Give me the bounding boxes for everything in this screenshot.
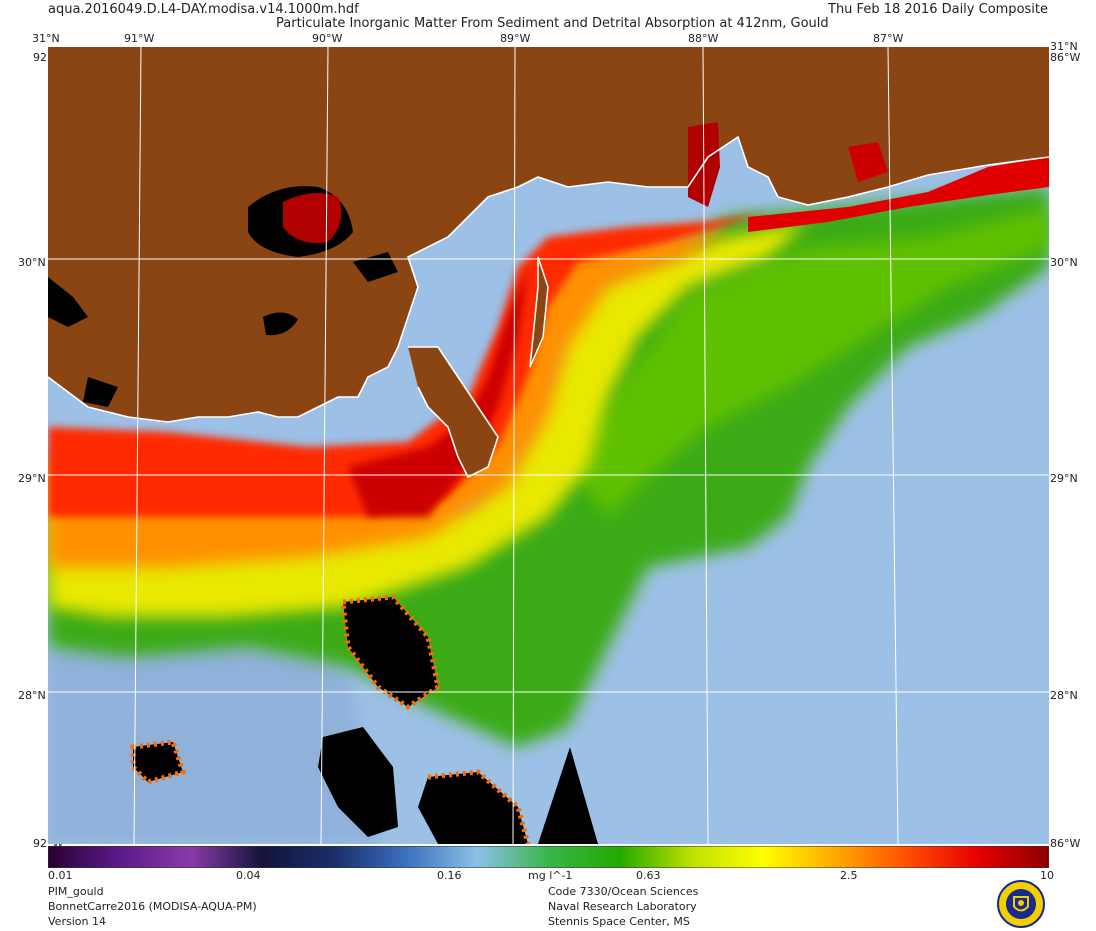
meridian-90w — [320, 47, 329, 844]
lon-label-90w: 90°W — [312, 32, 343, 45]
delta-coastline — [408, 346, 499, 479]
scale-tick-5: 10 — [1040, 869, 1054, 882]
meridian-87w — [887, 47, 899, 844]
lat-label-29n-right: 29°N — [1050, 472, 1078, 485]
lat-label-30n-left: 30°N — [18, 256, 46, 269]
coastal-red-band — [748, 157, 1049, 232]
chandeleur-islands — [529, 256, 549, 368]
nrl-seal-icon — [997, 880, 1045, 928]
vermilion-bay — [48, 277, 88, 327]
red-zone — [48, 212, 768, 517]
org-location: Stennis Space Center, MS — [548, 915, 690, 928]
version-label: Version 14 — [48, 915, 106, 928]
lat-label-28n-left: 28°N — [18, 689, 46, 702]
file-name: aqua.2016049.D.L4-DAY.modisa.v14.1000m.h… — [48, 2, 359, 17]
corner-label-86w-bottom: 86°W — [1050, 837, 1081, 850]
coastline — [48, 135, 1049, 423]
corner-label-86w-top: 86°W — [1050, 51, 1081, 64]
land-mass — [48, 47, 1049, 422]
lon-label-87w: 87°W — [873, 32, 904, 45]
meridian-89w — [512, 47, 516, 844]
dark-red-zone — [348, 267, 528, 517]
lat-label-30n-right: 30°N — [1050, 256, 1078, 269]
no-data-patch — [318, 727, 398, 837]
no-data-patch — [133, 742, 183, 782]
scale-unit: mg l^-1 — [528, 869, 573, 882]
corner-label-top-right: 31°N — [1050, 40, 1078, 53]
no-data-wedge — [538, 747, 598, 844]
graticule — [48, 47, 1049, 844]
corner-label-top-left: 31°N — [32, 32, 60, 45]
lat-label-29n-left: 29°N — [18, 472, 46, 485]
scale-tick-0: 0.01 — [48, 869, 73, 882]
org-name: Naval Research Laboratory — [548, 900, 697, 913]
lon-label-89w: 89°W — [500, 32, 531, 45]
lon-label-88w: 88°W — [688, 32, 719, 45]
lake-salvador — [263, 312, 298, 336]
color-scale-bar — [48, 846, 1049, 868]
lat-label-28n-right: 28°N — [1050, 689, 1078, 702]
no-data-patch — [418, 772, 528, 844]
ocean-color-map — [48, 47, 1049, 844]
lon-label-91w: 91°W — [124, 32, 155, 45]
scale-tick-1: 0.04 — [236, 869, 261, 882]
green-bright-zone — [568, 207, 1049, 517]
meridian-88w — [702, 47, 709, 844]
atchafalaya-bay — [83, 377, 118, 407]
composite-date: Thu Feb 18 2016 Daily Composite — [828, 2, 1048, 17]
product-name: PIM_gould — [48, 885, 104, 898]
project-name: BonnetCarre2016 (MODISA-AQUA-PM) — [48, 900, 257, 913]
map-title: Particulate Inorganic Matter From Sedime… — [276, 16, 829, 31]
river-delta — [408, 347, 498, 477]
scale-tick-4: 2.5 — [840, 869, 858, 882]
meridian-91w — [133, 47, 142, 844]
scale-tick-2: 0.16 — [437, 869, 462, 882]
org-code: Code 7330/Ocean Sciences — [548, 885, 699, 898]
offshore-blue-patch — [48, 627, 378, 844]
pensacola-bay — [848, 142, 888, 182]
scale-tick-3: 0.63 — [636, 869, 661, 882]
edge-speckle — [340, 594, 441, 711]
